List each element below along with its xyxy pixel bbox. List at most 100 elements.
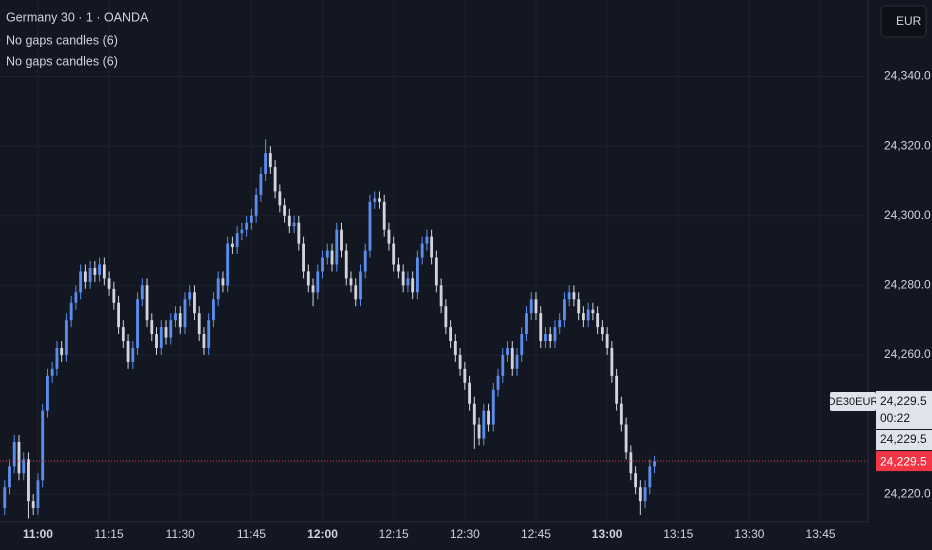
candle-body — [69, 302, 73, 321]
candle-body — [340, 229, 343, 251]
candle-body — [117, 302, 121, 328]
candle-body — [226, 243, 230, 286]
candle-body — [397, 264, 400, 272]
candle-body — [482, 410, 486, 439]
candle-body — [155, 334, 158, 348]
candle-body — [420, 243, 424, 258]
candle-body — [634, 473, 638, 488]
candle-body — [525, 313, 528, 335]
candle-body — [46, 375, 49, 411]
candle-body — [544, 334, 547, 342]
currency-button[interactable] — [880, 5, 927, 38]
candle-body — [368, 201, 372, 251]
candle-body — [164, 327, 168, 338]
candle-body — [188, 292, 192, 300]
y-tick-label: 24,280.0 — [884, 278, 931, 292]
candle-body — [406, 278, 410, 286]
candle-body — [577, 299, 581, 314]
candle-body — [268, 153, 272, 168]
symbol-label: DE30EUR — [828, 396, 879, 408]
candle-body — [487, 410, 490, 425]
candle-body — [193, 292, 196, 314]
price-label: 24,229.5 — [880, 432, 927, 446]
candle-body — [615, 375, 619, 404]
candle-body — [572, 292, 576, 300]
candle-body — [444, 306, 448, 328]
candle-body — [178, 313, 182, 328]
candle-body — [643, 487, 647, 502]
currency-label[interactable]: EUR — [896, 14, 922, 28]
candle-body — [520, 334, 524, 355]
candle-body — [36, 480, 40, 509]
candle-body — [31, 501, 35, 509]
x-tick-label: 13:45 — [806, 527, 836, 541]
candle-body — [27, 459, 30, 502]
x-tick-label: 11:30 — [166, 527, 195, 541]
candle-body — [439, 285, 443, 307]
candle-body — [235, 233, 239, 248]
candle-body — [624, 424, 628, 453]
candle-body — [553, 327, 557, 342]
candle-body — [472, 403, 476, 425]
candle-body — [3, 487, 7, 509]
x-tick-label: 11:45 — [237, 527, 266, 541]
candle-body — [221, 278, 225, 286]
candle-body — [140, 285, 144, 300]
candle-body — [8, 466, 11, 488]
candle-body — [463, 368, 467, 383]
candle-body — [259, 174, 263, 195]
candle-body — [600, 327, 604, 335]
candle-body — [359, 271, 362, 300]
candle-body — [629, 452, 633, 474]
y-tick-label: 24,220.0 — [884, 486, 931, 500]
candle-body — [648, 466, 652, 488]
candle-body — [174, 313, 177, 321]
x-tick-label: 11:15 — [95, 527, 124, 541]
indicator-label[interactable]: No gaps candles (6) — [6, 33, 118, 47]
candle-body — [477, 424, 481, 439]
y-tick-label: 24,340.0 — [884, 69, 931, 83]
candle-body — [449, 327, 453, 342]
candle-body — [311, 285, 315, 293]
candle-body — [501, 354, 505, 376]
last-price-box — [876, 451, 932, 472]
candle-body — [387, 229, 391, 244]
candle-body — [344, 250, 348, 279]
candle-body — [17, 441, 21, 474]
candle-body — [126, 341, 130, 362]
y-tick-label: 24,260.0 — [884, 347, 931, 361]
candle-body — [506, 348, 509, 355]
candle-body — [249, 215, 253, 223]
candle-body — [529, 299, 533, 314]
candle-body — [83, 271, 87, 282]
candle-body — [306, 271, 310, 286]
x-tick-label: 12:45 — [521, 527, 551, 541]
candle-body — [136, 299, 139, 348]
last-price-label: 24,229.5 — [880, 454, 927, 468]
candle-body — [254, 194, 258, 216]
chart-title: Germany 30 · 1 · OANDA — [6, 10, 149, 24]
candle-body — [88, 267, 92, 282]
candle-body — [278, 191, 282, 206]
candles — [3, 139, 656, 519]
price-box — [876, 430, 932, 450]
candle-body — [112, 288, 116, 303]
candle-body — [273, 167, 277, 192]
candle-body — [653, 461, 656, 467]
candle-body — [330, 250, 334, 265]
candle-body — [283, 205, 287, 216]
candle-body — [510, 348, 514, 369]
candle-body — [539, 313, 543, 342]
x-tick-label: 11:00 — [23, 527, 53, 541]
candle-body — [415, 257, 419, 293]
indicator-label[interactable]: No gaps candles (6) — [6, 54, 118, 68]
candle-body — [563, 299, 566, 321]
candle-body — [93, 267, 97, 275]
candle-body — [292, 222, 296, 227]
candle-body — [325, 250, 329, 258]
x-tick-label: 12:00 — [307, 527, 338, 541]
candle-body — [245, 222, 249, 230]
candle-body — [458, 354, 462, 369]
candle-body — [302, 243, 305, 272]
